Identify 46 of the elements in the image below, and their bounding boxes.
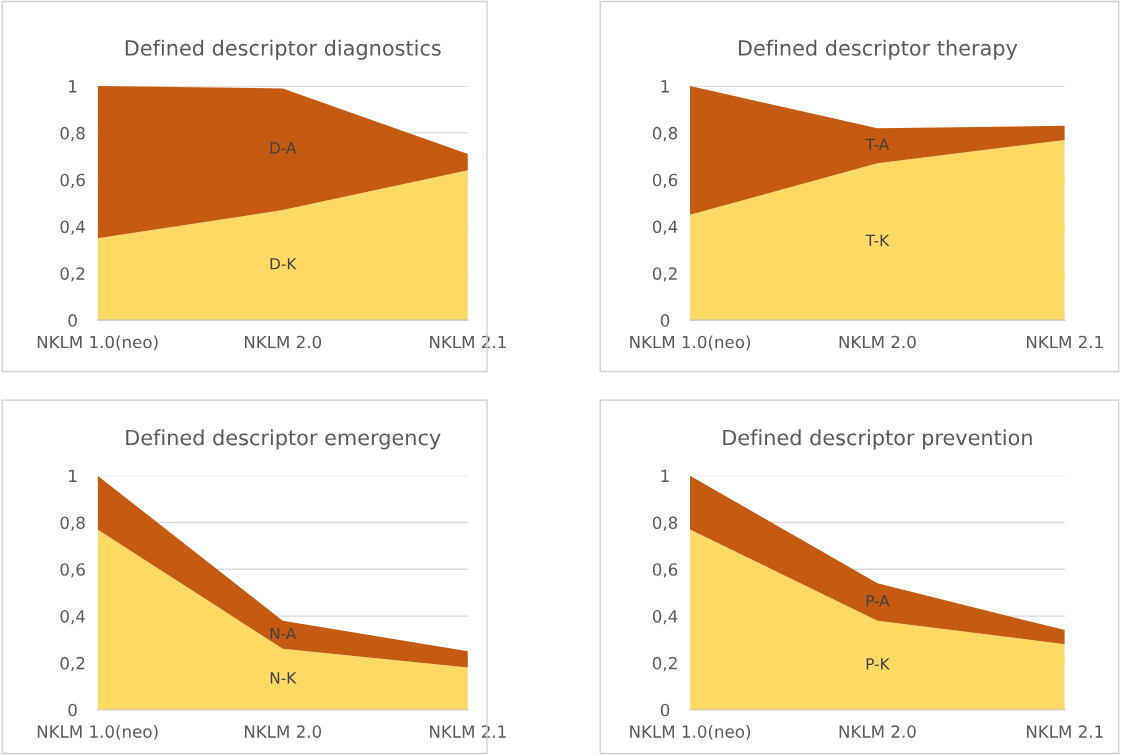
x-tick-label: NKLM 2.1 bbox=[430, 335, 506, 349]
y-tick-label: 0,4 bbox=[652, 220, 678, 235]
y-tick-label: 1 bbox=[69, 469, 77, 482]
series-label: N-K bbox=[270, 672, 297, 684]
y-tick-label: 0 bbox=[660, 703, 670, 717]
y-tick-label: 1 bbox=[661, 80, 669, 93]
chart-title: Defined descriptor prevention bbox=[723, 429, 1032, 450]
series-label: D-A bbox=[270, 142, 297, 154]
y-tick-label: 0,2 bbox=[60, 267, 85, 282]
y-tick-label: 0 bbox=[68, 703, 77, 717]
x-tick-label: NKLM 2.0 bbox=[839, 335, 916, 349]
y-tick-label: 0,6 bbox=[652, 563, 678, 578]
x-tick-label: NKLM 2.0 bbox=[839, 725, 916, 738]
series-label: D-K bbox=[270, 258, 297, 270]
y-tick-label: 0,6 bbox=[60, 563, 85, 578]
x-tick-label: NKLM 2.0 bbox=[244, 335, 322, 349]
x-tick-label: NKLM 1.0(neo) bbox=[37, 725, 158, 740]
series-label: P-K bbox=[866, 658, 890, 670]
chart-title: Defined descriptor emergency bbox=[126, 429, 441, 450]
chart-title: Defined descriptor therapy bbox=[738, 39, 1018, 60]
y-tick-label: 0,2 bbox=[60, 656, 85, 672]
y-tick-label: 0,8 bbox=[60, 126, 85, 142]
x-tick-label: NKLM 1.0(neo) bbox=[630, 335, 751, 351]
x-tick-label: NKLM 2.1 bbox=[430, 725, 506, 738]
y-tick-label: 0,6 bbox=[652, 173, 678, 188]
x-tick-label: NKLM 2.1 bbox=[1026, 335, 1103, 349]
y-tick-label: 0,2 bbox=[652, 656, 677, 672]
y-tick-label: 0,2 bbox=[652, 267, 677, 282]
series-label: P-A bbox=[866, 595, 890, 607]
y-tick-label: 0,4 bbox=[60, 220, 85, 235]
x-tick-label: NKLM 1.0(neo) bbox=[37, 335, 158, 351]
series-label: N-A bbox=[270, 627, 297, 640]
y-tick-label: 0,8 bbox=[652, 126, 678, 142]
x-tick-label: NKLM 1.0(neo) bbox=[630, 725, 751, 740]
y-tick-label: 0,4 bbox=[652, 610, 678, 625]
y-tick-label: 0 bbox=[660, 314, 670, 327]
y-tick-label: 1 bbox=[69, 80, 77, 93]
x-tick-label: NKLM 2.1 bbox=[1026, 725, 1103, 738]
y-tick-label: 0 bbox=[68, 314, 77, 327]
y-tick-label: 0,8 bbox=[60, 516, 85, 531]
y-tick-label: 0,8 bbox=[652, 516, 678, 531]
x-tick-label: NKLM 2.0 bbox=[244, 725, 322, 738]
y-tick-label: 0,4 bbox=[60, 610, 85, 625]
y-tick-label: 0,6 bbox=[60, 173, 85, 188]
chart-title: Defined descriptor diagnostics bbox=[125, 39, 441, 60]
y-tick-label: 1 bbox=[661, 469, 669, 482]
